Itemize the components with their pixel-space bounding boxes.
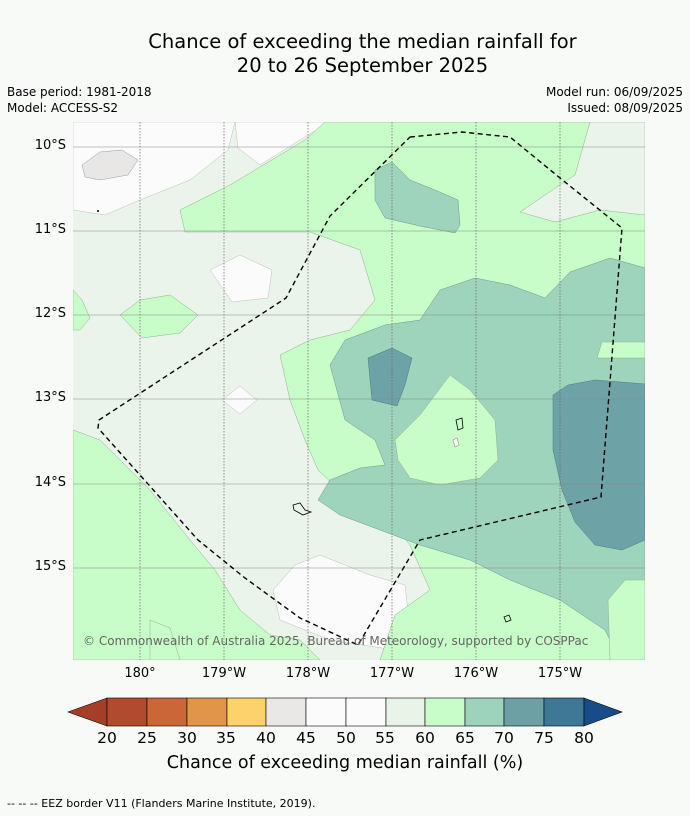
colorbar-tick-35: 35	[216, 729, 236, 747]
eez-border	[97, 131, 623, 646]
meridians	[139, 122, 561, 660]
colorbar-low-arrow	[67, 697, 108, 727]
lat-label-13s: 13°S	[34, 390, 66, 405]
band-45-50	[81, 149, 139, 181]
colorbar-tick-25: 25	[137, 729, 157, 747]
lat-label-11s: 11°S	[34, 222, 66, 237]
lat-label-15s: 15°S	[34, 559, 66, 574]
colorbar-tick-40: 40	[256, 729, 276, 747]
colorbar-tick-75: 75	[534, 729, 554, 747]
colorbar-label: Chance of exceeding median rainfall (%)	[166, 753, 524, 773]
colorbar-tick-60: 60	[415, 729, 435, 747]
map-contours	[73, 122, 645, 660]
colorbar-bin-2	[146, 697, 188, 727]
colorbar-bin-6	[305, 697, 347, 727]
issued-date: Issued: 08/09/2025	[567, 101, 683, 115]
lon-label-176w: 176°W	[453, 666, 499, 681]
lon-label-178w: 178°W	[285, 666, 331, 681]
lon-label-179w: 179°W	[201, 666, 247, 681]
island-dot	[97, 210, 99, 212]
colorbar-tick-55: 55	[375, 729, 395, 747]
island-pukapuka	[292, 502, 313, 516]
band-60-65-east-strip	[596, 341, 645, 359]
model-name: Model: ACCESS-S2	[7, 101, 119, 115]
footer-legend: -- -- -- EEZ border V11 (Flanders Marine…	[7, 797, 316, 810]
colorbar-tick-50: 50	[336, 729, 356, 747]
colorbar-bin-9	[424, 697, 466, 727]
colorbar-bin-11	[503, 697, 545, 727]
colorbar-tick-65: 65	[455, 729, 475, 747]
band-50-55-island-a	[209, 254, 273, 303]
copyright-notice: © Commonwealth of Australia 2025, Bureau…	[83, 634, 589, 648]
island-rakahanga	[455, 417, 464, 431]
colorbar-bin-12	[543, 697, 585, 727]
band-70-75-east	[552, 379, 645, 551]
title-line-1: Chance of exceeding the median rainfall …	[148, 30, 577, 53]
lon-label-175w: 175°W	[537, 666, 583, 681]
lat-label-14s: 14°S	[34, 475, 66, 490]
colorbar-bin-5	[265, 697, 307, 727]
colorbar	[67, 697, 623, 727]
meta-left: Base period: 1981-2018 Model: ACCESS-S2	[7, 84, 152, 116]
base-period: Base period: 1981-2018	[7, 85, 152, 99]
meta-right: Model run: 06/09/2025 Issued: 08/09/2025	[546, 84, 683, 116]
colorbar-tick-80: 80	[574, 729, 594, 747]
title-line-2: 20 to 26 September 2025	[236, 54, 489, 77]
model-run: Model run: 06/09/2025	[545, 85, 683, 99]
island-manihiki	[452, 437, 460, 448]
colorbar-tick-20: 20	[97, 729, 117, 747]
map-title: Chance of exceeding the median rainfall …	[0, 30, 690, 78]
lat-label-10s: 10°S	[34, 138, 66, 153]
colorbar-tick-70: 70	[494, 729, 514, 747]
graticule	[73, 146, 645, 569]
band-60-65-southeast	[607, 579, 645, 660]
colorbar-tick-30: 30	[177, 729, 197, 747]
band-65-70-north	[374, 161, 461, 234]
band-60-65-inner	[394, 374, 499, 486]
band-60-65-southwest	[73, 429, 321, 660]
lon-label-177w: 177°W	[369, 666, 415, 681]
band-50-55-northwest	[73, 122, 236, 216]
lon-label-180: 180°	[124, 666, 156, 681]
colorbar-bin-1	[106, 697, 148, 727]
colorbar-bin-3	[186, 697, 228, 727]
colorbar-bin-4	[226, 697, 267, 727]
band-50-55-island-b	[221, 385, 258, 415]
colorbar-high-arrow	[583, 697, 623, 727]
band-60-65-west-edge	[73, 289, 91, 331]
band-60-65-south-mid	[149, 619, 181, 660]
colorbar-bin-10	[464, 697, 505, 727]
colorbar-bin-7	[345, 697, 387, 727]
island-nassau	[503, 614, 512, 623]
colorbar-bin-8	[385, 697, 426, 727]
colorbar-tick-45: 45	[296, 729, 316, 747]
lat-label-12s: 12°S	[34, 306, 66, 321]
band-50-55-north	[234, 122, 331, 166]
